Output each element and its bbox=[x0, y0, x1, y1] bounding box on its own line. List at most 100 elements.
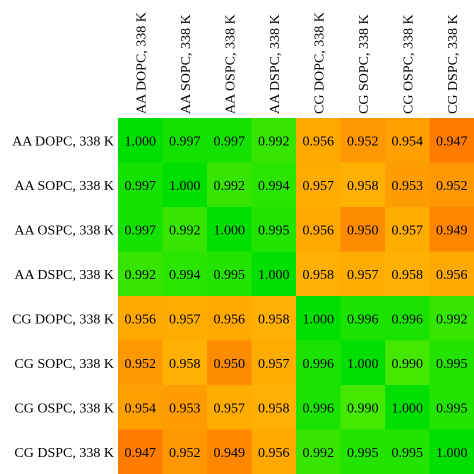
heatmap-cell-r3-c4 bbox=[296, 251, 342, 297]
cell-value-label: 0.997 bbox=[169, 134, 201, 149]
cell-value-label: 0.957 bbox=[258, 357, 290, 372]
cell-value-label: 0.952 bbox=[347, 134, 379, 149]
cell-value-label: 0.957 bbox=[347, 268, 379, 283]
cell-value-label: 1.000 bbox=[392, 401, 424, 416]
cell-value-label: 0.995 bbox=[436, 401, 468, 416]
cell-value-label: 1.000 bbox=[347, 357, 379, 372]
heatmap-cell-r2-c6 bbox=[385, 207, 431, 253]
cell-value-label: 0.958 bbox=[392, 268, 424, 283]
heatmap-cell-labels: 1.000 0.997 0.997 0.992 0.956 0.952 0.954 0.947… bbox=[125, 134, 468, 461]
cell-value-label: 1.000 bbox=[125, 134, 157, 149]
heatmap-cell-r3-c3 bbox=[251, 251, 297, 297]
heatmap-cell-r3-c2 bbox=[207, 251, 253, 297]
cell-value-label: 0.990 bbox=[392, 357, 424, 372]
heatmap-cell-r6-c1 bbox=[162, 385, 208, 431]
cell-value-label: 0.992 bbox=[258, 134, 290, 149]
cell-value-label: 0.992 bbox=[169, 223, 201, 238]
heatmap-cell-r0-c3 bbox=[251, 118, 297, 164]
heatmap-cell-r2-c3 bbox=[251, 207, 297, 253]
heatmap-cell-r2-c0 bbox=[118, 207, 164, 253]
heatmap-cell-r7-c2 bbox=[207, 429, 253, 474]
heatmap-cell-r1-c3 bbox=[251, 162, 297, 208]
heatmap-cell-r0-c0 bbox=[118, 118, 164, 164]
row-tick-label: CG OSPC, 338 K bbox=[14, 401, 114, 416]
cell-value-label: 0.997 bbox=[125, 179, 157, 194]
cell-value-label: 0.996 bbox=[303, 401, 335, 416]
heatmap-cell-r2-c5 bbox=[340, 207, 386, 253]
cell-value-label: 0.995 bbox=[436, 357, 468, 372]
cell-value-label: 0.947 bbox=[436, 134, 468, 149]
cell-value-label: 0.995 bbox=[347, 446, 379, 461]
heatmap-cell-r0-c4 bbox=[296, 118, 342, 164]
heatmap-cell-r3-c6 bbox=[385, 251, 431, 297]
cell-value-label: 0.954 bbox=[392, 134, 424, 149]
cell-value-label: 0.995 bbox=[214, 268, 246, 283]
cell-value-label: 0.996 bbox=[392, 312, 424, 327]
heatmap-cell-r1-c2 bbox=[207, 162, 253, 208]
heatmap-cell-r7-c3 bbox=[251, 429, 297, 474]
cell-value-label: 0.958 bbox=[303, 268, 335, 283]
cell-value-label: 0.994 bbox=[169, 268, 201, 283]
heatmap-cell-r1-c6 bbox=[385, 162, 431, 208]
heatmap-cell-r7-c1 bbox=[162, 429, 208, 474]
cell-value-label: 0.952 bbox=[436, 179, 468, 194]
cell-value-label: 0.992 bbox=[436, 312, 468, 327]
heatmap-cell-r6-c5 bbox=[340, 385, 386, 431]
cell-value-label: 0.956 bbox=[214, 312, 246, 327]
heatmap-cell-r5-c4 bbox=[296, 340, 342, 386]
cell-value-label: 0.957 bbox=[392, 223, 424, 238]
heatmap-cell-r7-c5 bbox=[340, 429, 386, 474]
column-tick-label: CG SOPC, 338 K bbox=[357, 14, 372, 114]
heatmap-cell-r1-c7 bbox=[429, 162, 474, 208]
column-tick-label: CG DSPC, 338 K bbox=[446, 14, 461, 114]
cell-value-label: 0.947 bbox=[125, 446, 157, 461]
heatmap-cell-r3-c1 bbox=[162, 251, 208, 297]
heatmap-cell-r5-c6 bbox=[385, 340, 431, 386]
cell-value-label: 0.957 bbox=[303, 179, 335, 194]
cell-value-label: 0.995 bbox=[258, 223, 290, 238]
heatmap-cell-r2-c2 bbox=[207, 207, 253, 253]
cell-value-label: 0.992 bbox=[303, 446, 335, 461]
heatmap-cell-r2-c4 bbox=[296, 207, 342, 253]
cell-value-label: 1.000 bbox=[436, 446, 468, 461]
cell-value-label: 0.953 bbox=[169, 401, 201, 416]
cell-value-label: 0.952 bbox=[169, 446, 201, 461]
heatmap-cell-r7-c6 bbox=[385, 429, 431, 474]
row-tick-label: AA DOPC, 338 K bbox=[12, 134, 114, 149]
cell-value-label: 1.000 bbox=[303, 312, 335, 327]
heatmap-cell-r2-c7 bbox=[429, 207, 474, 253]
cell-value-label: 0.997 bbox=[214, 134, 246, 149]
cell-value-label: 0.958 bbox=[258, 401, 290, 416]
heatmap-cell-r6-c2 bbox=[207, 385, 253, 431]
heatmap-cell-r4-c4 bbox=[296, 296, 342, 342]
heatmap-cell-r5-c5 bbox=[340, 340, 386, 386]
cell-value-label: 0.956 bbox=[125, 312, 157, 327]
cell-value-label: 1.000 bbox=[214, 223, 246, 238]
heatmap-cell-r4-c7 bbox=[429, 296, 474, 342]
heatmap-cell-r1-c0 bbox=[118, 162, 164, 208]
cell-value-label: 0.995 bbox=[392, 446, 424, 461]
cell-value-label: 1.000 bbox=[258, 268, 290, 283]
heatmap-cell-r7-c4 bbox=[296, 429, 342, 474]
cell-value-label: 0.950 bbox=[347, 223, 379, 238]
cell-value-label: 0.958 bbox=[258, 312, 290, 327]
heatmap-cell-r0-c5 bbox=[340, 118, 386, 164]
column-tick-labels: AA DOPC, 338 K AA SOPC, 338 K AA OSPC, 338… bbox=[134, 12, 461, 114]
cell-value-label: 0.952 bbox=[125, 357, 157, 372]
heatmap-cell-r5-c7 bbox=[429, 340, 474, 386]
cell-value-label: 0.949 bbox=[436, 223, 468, 238]
cell-value-label: 0.949 bbox=[214, 446, 246, 461]
column-tick-label: CG OSPC, 338 K bbox=[401, 14, 416, 114]
cell-value-label: 0.996 bbox=[303, 357, 335, 372]
column-tick-label: AA DOPC, 338 K bbox=[134, 12, 149, 114]
cell-value-label: 0.957 bbox=[169, 312, 201, 327]
heatmap-cell-r3-c5 bbox=[340, 251, 386, 297]
column-tick-label: AA OSPC, 338 K bbox=[223, 14, 238, 114]
heatmap-cell-r5-c1 bbox=[162, 340, 208, 386]
heatmap-cell-r1-c1 bbox=[162, 162, 208, 208]
heatmap-cell-r4-c3 bbox=[251, 296, 297, 342]
row-tick-label: CG SOPC, 338 K bbox=[14, 357, 114, 372]
heatmap-cell-r0-c2 bbox=[207, 118, 253, 164]
row-tick-label: AA OSPC, 338 K bbox=[14, 223, 114, 238]
heatmap-cell-r5-c2 bbox=[207, 340, 253, 386]
